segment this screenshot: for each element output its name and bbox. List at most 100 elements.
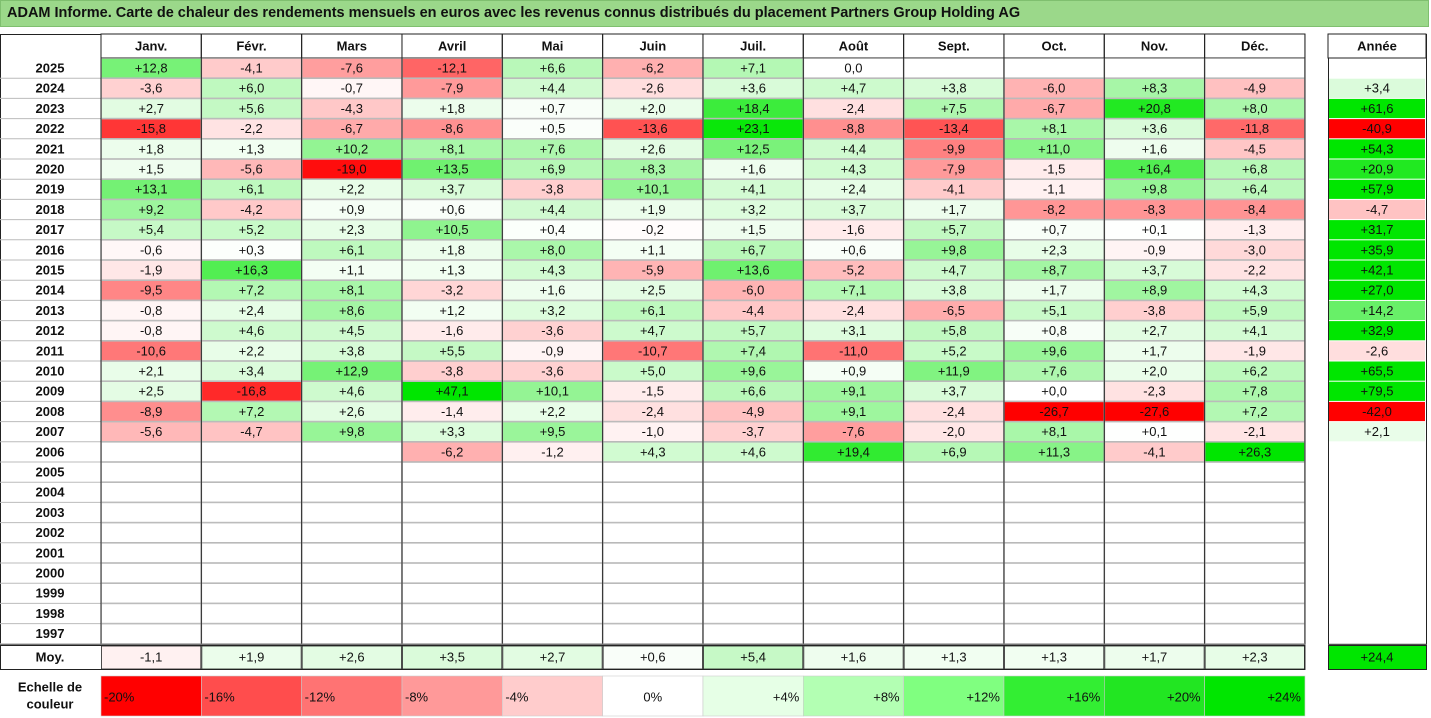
heatmap-cell xyxy=(502,623,603,644)
heatmap-cell xyxy=(1004,603,1105,624)
cell-value: +0,1 xyxy=(1142,424,1168,439)
cell-value: +4,5 xyxy=(339,323,365,338)
cell-value: +2,5 xyxy=(640,283,666,298)
cell-value: +3,7 xyxy=(1142,263,1168,278)
heatmap-cell xyxy=(903,623,1004,644)
heatmap-cell xyxy=(301,522,402,543)
cell-value: +7,1 xyxy=(841,283,867,298)
heatmap-cell xyxy=(803,462,904,483)
heatmap-cell xyxy=(602,482,703,503)
heatmap-cell xyxy=(1004,58,1105,79)
cell-value: +2,6 xyxy=(640,141,666,156)
heatmap-cell xyxy=(602,623,703,644)
cell-value: -6,0 xyxy=(1043,81,1065,96)
heatmap-cell xyxy=(903,482,1004,503)
heatmap-cell xyxy=(1204,563,1305,584)
heatmap-cell xyxy=(1204,623,1305,644)
year-label: 2008 xyxy=(36,404,65,419)
cell-value: +3,3 xyxy=(439,424,465,439)
year-label: 2017 xyxy=(36,222,65,237)
average-value: +1,3 xyxy=(941,649,967,664)
year-label: 2013 xyxy=(36,303,65,318)
heatmap-cell xyxy=(402,502,503,523)
cell-value: -3,6 xyxy=(140,81,162,96)
annual-cell xyxy=(1329,381,1425,401)
cell-value: +0,4 xyxy=(540,222,566,237)
cell-value: +2,0 xyxy=(1142,364,1168,379)
heatmap-cell xyxy=(502,542,603,563)
heatmap-cell xyxy=(1104,482,1205,503)
cell-value: -4,9 xyxy=(1244,81,1266,96)
cell-value: +2,0 xyxy=(640,101,666,116)
annual-value: +20,9 xyxy=(1361,162,1394,177)
scale-swatch xyxy=(1003,675,1105,717)
cell-value: -8,9 xyxy=(140,404,162,419)
cell-value: -4,5 xyxy=(1244,141,1266,156)
cell-value: -0,8 xyxy=(140,303,162,318)
annual-value: +35,9 xyxy=(1361,242,1394,257)
cell-value: +16,3 xyxy=(235,263,268,278)
average-value: +3,5 xyxy=(439,649,465,664)
cell-value: +1,2 xyxy=(439,303,465,318)
annual-cell xyxy=(1329,422,1425,442)
average-cell xyxy=(903,645,1004,670)
average-value: +0,6 xyxy=(640,649,666,664)
cell-value: +2,3 xyxy=(339,222,365,237)
annual-cell xyxy=(1329,159,1425,179)
year-label: 2021 xyxy=(36,141,65,156)
cell-value: -2,0 xyxy=(943,424,965,439)
cell-value: +10,1 xyxy=(636,182,669,197)
month-header-cell xyxy=(1103,33,1206,59)
cell-value: +5,7 xyxy=(740,323,766,338)
cell-value: +7,5 xyxy=(941,101,967,116)
cell-value: -1,9 xyxy=(140,263,162,278)
cell-value: +4,6 xyxy=(339,384,365,399)
year-label: 2011 xyxy=(36,343,64,358)
year-label: 2000 xyxy=(36,566,65,581)
year-label: 2018 xyxy=(36,202,65,217)
cell-value: -10,7 xyxy=(638,343,668,358)
cell-value: +12,9 xyxy=(335,364,368,379)
cell-value: -3,8 xyxy=(1143,303,1165,318)
cell-value: -6,7 xyxy=(1043,101,1065,116)
heatmap-cell xyxy=(301,583,402,604)
cell-value: +8,3 xyxy=(640,162,666,177)
year-label: 2022 xyxy=(36,121,65,136)
heatmap-cell xyxy=(301,502,402,523)
cell-value: +9,2 xyxy=(138,202,164,217)
average-cell xyxy=(402,645,503,670)
average-value: +2,3 xyxy=(1242,649,1268,664)
heatmap-cell xyxy=(101,583,202,604)
cell-value: -10,6 xyxy=(136,343,166,358)
cell-value: +1,1 xyxy=(640,242,666,257)
heatmap-cell xyxy=(1104,502,1205,523)
heatmap-cell xyxy=(301,603,402,624)
heatmap-cell xyxy=(101,563,202,584)
heatmap-cell xyxy=(703,583,804,604)
heatmap-cell xyxy=(903,462,1004,483)
cell-value: -1,1 xyxy=(1043,182,1065,197)
year-label: 2004 xyxy=(36,485,66,500)
heatmap-cell xyxy=(602,583,703,604)
heatmap-cell xyxy=(101,522,202,543)
heatmap-cell xyxy=(101,502,202,523)
cell-value: +0,7 xyxy=(1041,222,1067,237)
cell-value: -7,9 xyxy=(441,81,463,96)
cell-value: -2,4 xyxy=(842,101,864,116)
cell-value: -13,6 xyxy=(638,121,668,136)
cell-value: +0,5 xyxy=(540,121,566,136)
cell-value: +3,7 xyxy=(941,384,967,399)
cell-value: +0,6 xyxy=(439,202,465,217)
heatmap-cell xyxy=(803,583,904,604)
scale-swatch xyxy=(502,675,603,717)
cell-value: +4,3 xyxy=(540,263,566,278)
heatmap-cell xyxy=(1204,502,1305,523)
cell-value: +4,3 xyxy=(1242,283,1268,298)
cell-value: -19,0 xyxy=(337,162,367,177)
heatmap-cell xyxy=(1104,623,1205,644)
cell-value: +7,4 xyxy=(740,343,766,358)
heatmap-cell xyxy=(703,542,804,563)
cell-value: -11,8 xyxy=(1240,121,1269,136)
scale-tick-label: +4% xyxy=(773,689,800,704)
cell-value: -4,1 xyxy=(943,182,965,197)
